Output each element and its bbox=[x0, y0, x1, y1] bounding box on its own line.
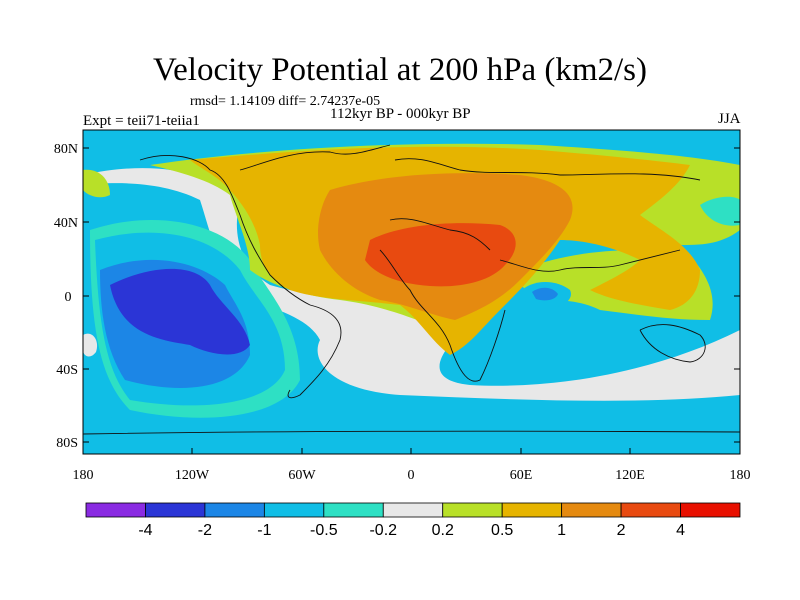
lat-tick-label: 80S bbox=[56, 436, 78, 451]
colorbar-level-label: 0.2 bbox=[432, 522, 454, 539]
lon-tick-label: 120E bbox=[615, 468, 645, 483]
colorbar-swatch bbox=[85, 502, 146, 518]
experiment-label: Expt = teii71-teiia1 bbox=[83, 113, 200, 129]
colorbar-swatch bbox=[501, 502, 563, 518]
colorbar-swatch bbox=[323, 502, 384, 518]
lon-tick-label: 60W bbox=[288, 468, 316, 483]
colorbar-level-label: -4 bbox=[138, 522, 152, 539]
colorbar-swatch bbox=[620, 502, 681, 518]
colorbar-level-label: 1 bbox=[557, 522, 566, 539]
colorbar-swatch bbox=[561, 502, 622, 518]
colorbar-level-label: -0.5 bbox=[310, 522, 338, 539]
colorbar: -4 -2 -1 -0.5 -0.2 0.2 0.5 1 2 4 bbox=[85, 502, 741, 539]
colorbar-swatch bbox=[263, 502, 325, 518]
colorbar-level-label: -0.2 bbox=[369, 522, 397, 539]
lon-tick-label: 180 bbox=[73, 468, 94, 483]
colorbar-level-label: 0.5 bbox=[491, 522, 513, 539]
period-subtitle: 112kyr BP - 000kyr BP bbox=[330, 106, 471, 122]
lat-tick-label: 80N bbox=[54, 142, 78, 157]
colorbar-swatch bbox=[442, 502, 503, 518]
colorbar-swatch bbox=[680, 502, 741, 518]
colorbar-level-label: -2 bbox=[198, 522, 212, 539]
coastlines bbox=[83, 144, 740, 435]
lat-tick-label: 40N bbox=[54, 216, 78, 231]
axis-ticks bbox=[82, 147, 741, 454]
lat-tick-label: 40S bbox=[56, 363, 78, 378]
lon-tick-label: 0 bbox=[408, 468, 415, 483]
lon-tick-label: 120W bbox=[175, 468, 210, 483]
colorbar-swatch bbox=[382, 502, 444, 518]
colorbar-level-label: 2 bbox=[617, 522, 626, 539]
lat-tick-label: 0 bbox=[65, 290, 72, 305]
lon-tick-label: 60E bbox=[510, 468, 533, 483]
colorbar-level-label: 4 bbox=[676, 522, 685, 539]
colorbar-swatch bbox=[204, 502, 265, 518]
rmsd-diff-label: rmsd= 1.14109 diff= 2.74237e-05 bbox=[190, 94, 381, 109]
lon-tick-label: 180 bbox=[730, 468, 751, 483]
colorbar-swatch bbox=[145, 502, 206, 518]
colorbar-level-label: -1 bbox=[257, 522, 271, 539]
season-label: JJA bbox=[718, 111, 741, 127]
plot-title: Velocity Potential at 200 hPa (km2/s) bbox=[152, 52, 648, 88]
